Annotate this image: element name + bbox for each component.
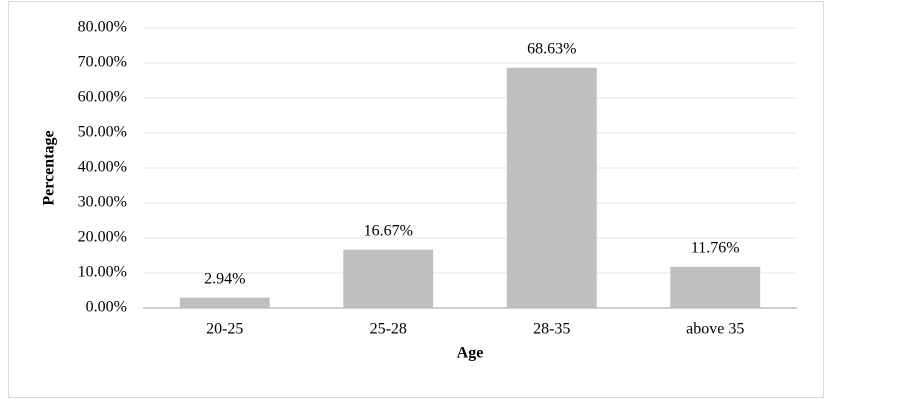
bar — [343, 249, 434, 308]
bar — [670, 266, 761, 308]
value-label: 11.76% — [691, 240, 740, 257]
y-tick-label: 70.00% — [78, 54, 127, 71]
x-tick-label: 25-28 — [370, 321, 407, 338]
y-axis-label: Percentage — [41, 130, 58, 205]
y-tick-label: 20.00% — [78, 229, 127, 246]
y-tick-label: 30.00% — [78, 194, 127, 211]
chart-border — [8, 1, 824, 398]
y-tick-label: 40.00% — [78, 159, 127, 176]
y-tick-label: 60.00% — [78, 89, 127, 106]
y-tick-label: 50.00% — [78, 124, 127, 141]
bar — [179, 297, 270, 308]
bar — [506, 67, 597, 308]
y-tick-label: 0.00% — [86, 299, 127, 316]
y-tick-label: 10.00% — [78, 264, 127, 281]
value-label: 16.67% — [364, 222, 413, 239]
value-label: 2.94% — [204, 270, 245, 287]
x-tick-label: 28-35 — [533, 321, 570, 338]
value-label: 68.63% — [527, 40, 576, 57]
x-axis-label: Age — [457, 345, 484, 362]
y-tick-label: 80.00% — [78, 19, 127, 36]
x-tick-label: 20-25 — [206, 321, 243, 338]
x-tick-label: above 35 — [686, 321, 744, 338]
